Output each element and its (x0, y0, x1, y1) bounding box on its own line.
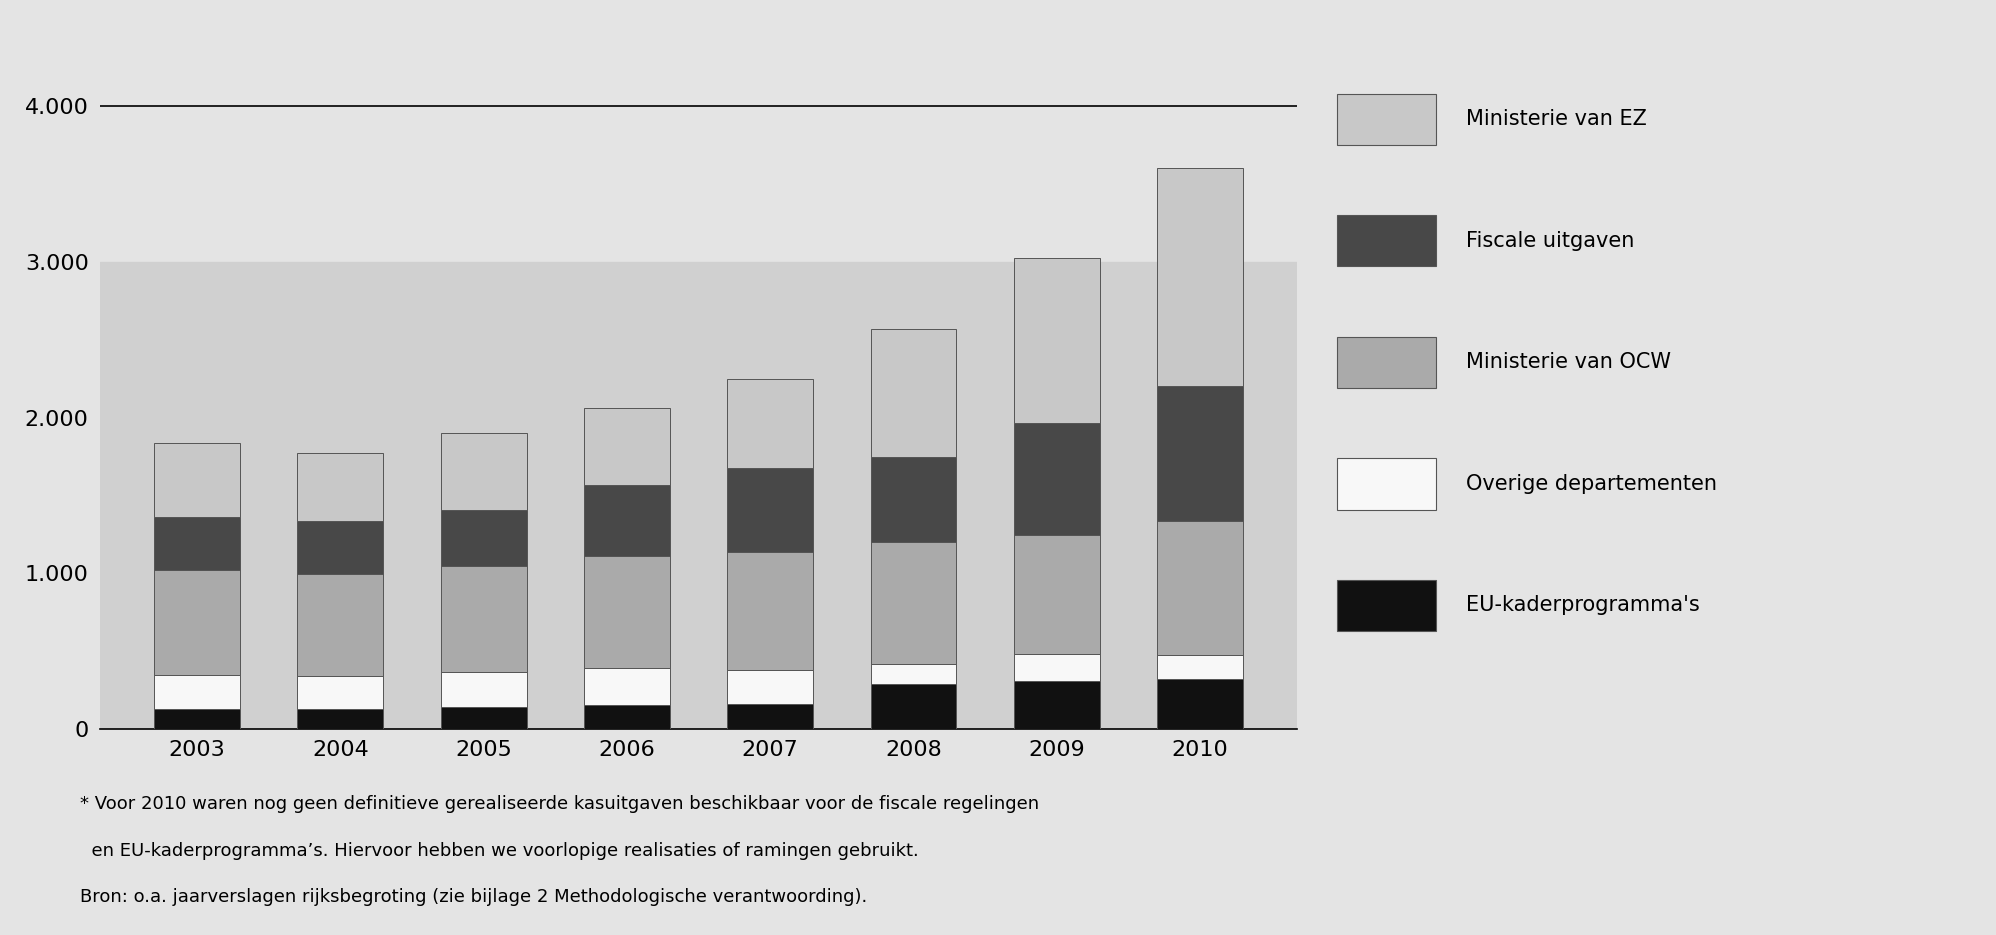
Bar (870, 542, 956, 664)
Bar (870, 329, 956, 456)
Bar (154, 442, 240, 517)
Bar (297, 453, 383, 522)
Bar (585, 555, 671, 668)
Bar (297, 522, 383, 574)
Bar (1158, 385, 1244, 522)
Bar (727, 552, 812, 670)
Text: Overige departementen: Overige departementen (1465, 474, 1717, 494)
Bar (1014, 535, 1100, 654)
Bar (441, 671, 527, 708)
Bar (870, 456, 956, 542)
Bar (441, 510, 527, 566)
Text: Bron: o.a. jaarverslagen rijksbegroting (zie bijlage 2 Methodologische verantwoo: Bron: o.a. jaarverslagen rijksbegroting … (80, 888, 866, 906)
Bar (585, 485, 671, 555)
Bar (154, 570, 240, 675)
Bar (297, 709, 383, 729)
Bar (727, 468, 812, 552)
Bar (100, 262, 1297, 729)
Text: en EU-kaderprogramma’s. Hiervoor hebben we voorlopige realisaties of ramingen ge: en EU-kaderprogramma’s. Hiervoor hebben … (80, 842, 918, 859)
Text: Ministerie van OCW: Ministerie van OCW (1465, 352, 1671, 372)
Bar (297, 574, 383, 675)
Bar (441, 708, 527, 729)
Bar (870, 664, 956, 684)
Bar (441, 566, 527, 671)
Text: Ministerie van EZ: Ministerie van EZ (1465, 109, 1647, 129)
Bar (1014, 681, 1100, 729)
Bar (727, 670, 812, 704)
Bar (727, 380, 812, 468)
Bar (154, 709, 240, 729)
Bar (1014, 423, 1100, 535)
Bar (441, 433, 527, 510)
Bar (870, 684, 956, 729)
Bar (1158, 680, 1244, 729)
Bar (1014, 258, 1100, 423)
Bar (585, 668, 671, 705)
Bar (154, 517, 240, 570)
Bar (1014, 654, 1100, 681)
Bar (1158, 167, 1244, 385)
Text: * Voor 2010 waren nog geen definitieve gerealiseerde kasuitgaven beschikbaar voo: * Voor 2010 waren nog geen definitieve g… (80, 795, 1040, 813)
Bar (727, 704, 812, 729)
Bar (1158, 522, 1244, 655)
Bar (154, 675, 240, 709)
Text: Fiscale uitgaven: Fiscale uitgaven (1465, 231, 1635, 251)
Text: EU-kaderprogramma's: EU-kaderprogramma's (1465, 596, 1701, 615)
Bar (297, 675, 383, 709)
Bar (585, 408, 671, 485)
Bar (1158, 655, 1244, 680)
Bar (585, 705, 671, 729)
